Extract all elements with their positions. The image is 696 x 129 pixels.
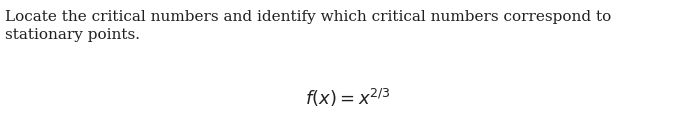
Text: $f(x) = x^{2/3}$: $f(x) = x^{2/3}$	[305, 87, 391, 109]
Text: stationary points.: stationary points.	[5, 28, 140, 42]
Text: Locate the critical numbers and identify which critical numbers correspond to: Locate the critical numbers and identify…	[5, 10, 611, 24]
